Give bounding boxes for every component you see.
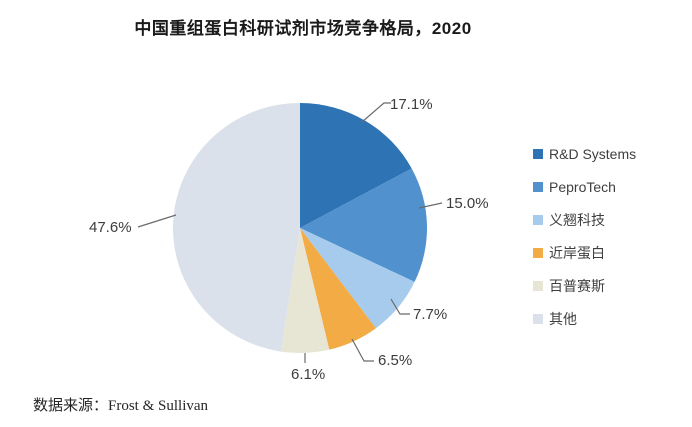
legend-swatch-icon bbox=[533, 182, 543, 192]
legend-item-rd-systems: R&D Systems bbox=[533, 146, 637, 162]
pie-slice-5 bbox=[173, 103, 300, 352]
data-label-rd-systems: 17.1% bbox=[390, 96, 433, 113]
legend-swatch-icon bbox=[533, 248, 543, 258]
pie-slice-2 bbox=[300, 228, 415, 329]
pie-slice-3 bbox=[300, 228, 376, 350]
legend-label: 义翘科技 bbox=[549, 212, 605, 228]
legend-label: 百普赛斯 bbox=[549, 278, 605, 294]
legend: R&D Systems PeproTech 义翘科技 近岸蛋白 百普赛斯 其他 bbox=[533, 146, 637, 327]
data-label-jinan: 6.5% bbox=[378, 352, 413, 369]
pie-slice-4 bbox=[280, 228, 330, 354]
data-label-yiqiao: 7.7% bbox=[413, 306, 448, 323]
data-label-peprotech: 15.0% bbox=[446, 195, 489, 212]
leader-lines bbox=[137, 102, 443, 363]
legend-item-jinan: 近岸蛋白 bbox=[533, 245, 636, 261]
pie-slices bbox=[173, 103, 427, 354]
data-label-others: 47.6% bbox=[89, 219, 132, 236]
leader-line-7-7 bbox=[390, 298, 410, 315]
chart-title: 中国重组蛋白科研试剂市场竞争格局，2020 bbox=[134, 19, 472, 38]
data-label-bps: 6.1% bbox=[291, 366, 326, 383]
legend-item-peprotech: PeproTech bbox=[533, 179, 636, 195]
legend-item-bps: 百普赛斯 bbox=[533, 278, 636, 294]
leader-line-47-6 bbox=[137, 214, 177, 228]
pie-slice-1 bbox=[300, 168, 427, 282]
legend-swatch-icon bbox=[533, 215, 543, 225]
legend-label: PeproTech bbox=[549, 179, 616, 195]
source-note: 数据来源：Frost & Sullivan bbox=[33, 398, 209, 414]
legend-item-others: 其他 bbox=[533, 311, 636, 327]
legend-swatch-icon bbox=[533, 281, 543, 291]
legend-swatch-icon bbox=[533, 314, 543, 324]
pie-slice-0 bbox=[300, 103, 412, 228]
legend-label: R&D Systems bbox=[549, 146, 637, 162]
legend-swatch-icon bbox=[533, 149, 543, 159]
legend-label: 近岸蛋白 bbox=[549, 245, 605, 261]
legend-item-yiqiao: 义翘科技 bbox=[533, 212, 636, 228]
legend-label: 其他 bbox=[549, 311, 577, 327]
leader-line-6-5 bbox=[351, 338, 374, 362]
leader-line-15-0 bbox=[418, 202, 443, 209]
leader-line-17-1 bbox=[361, 102, 391, 123]
